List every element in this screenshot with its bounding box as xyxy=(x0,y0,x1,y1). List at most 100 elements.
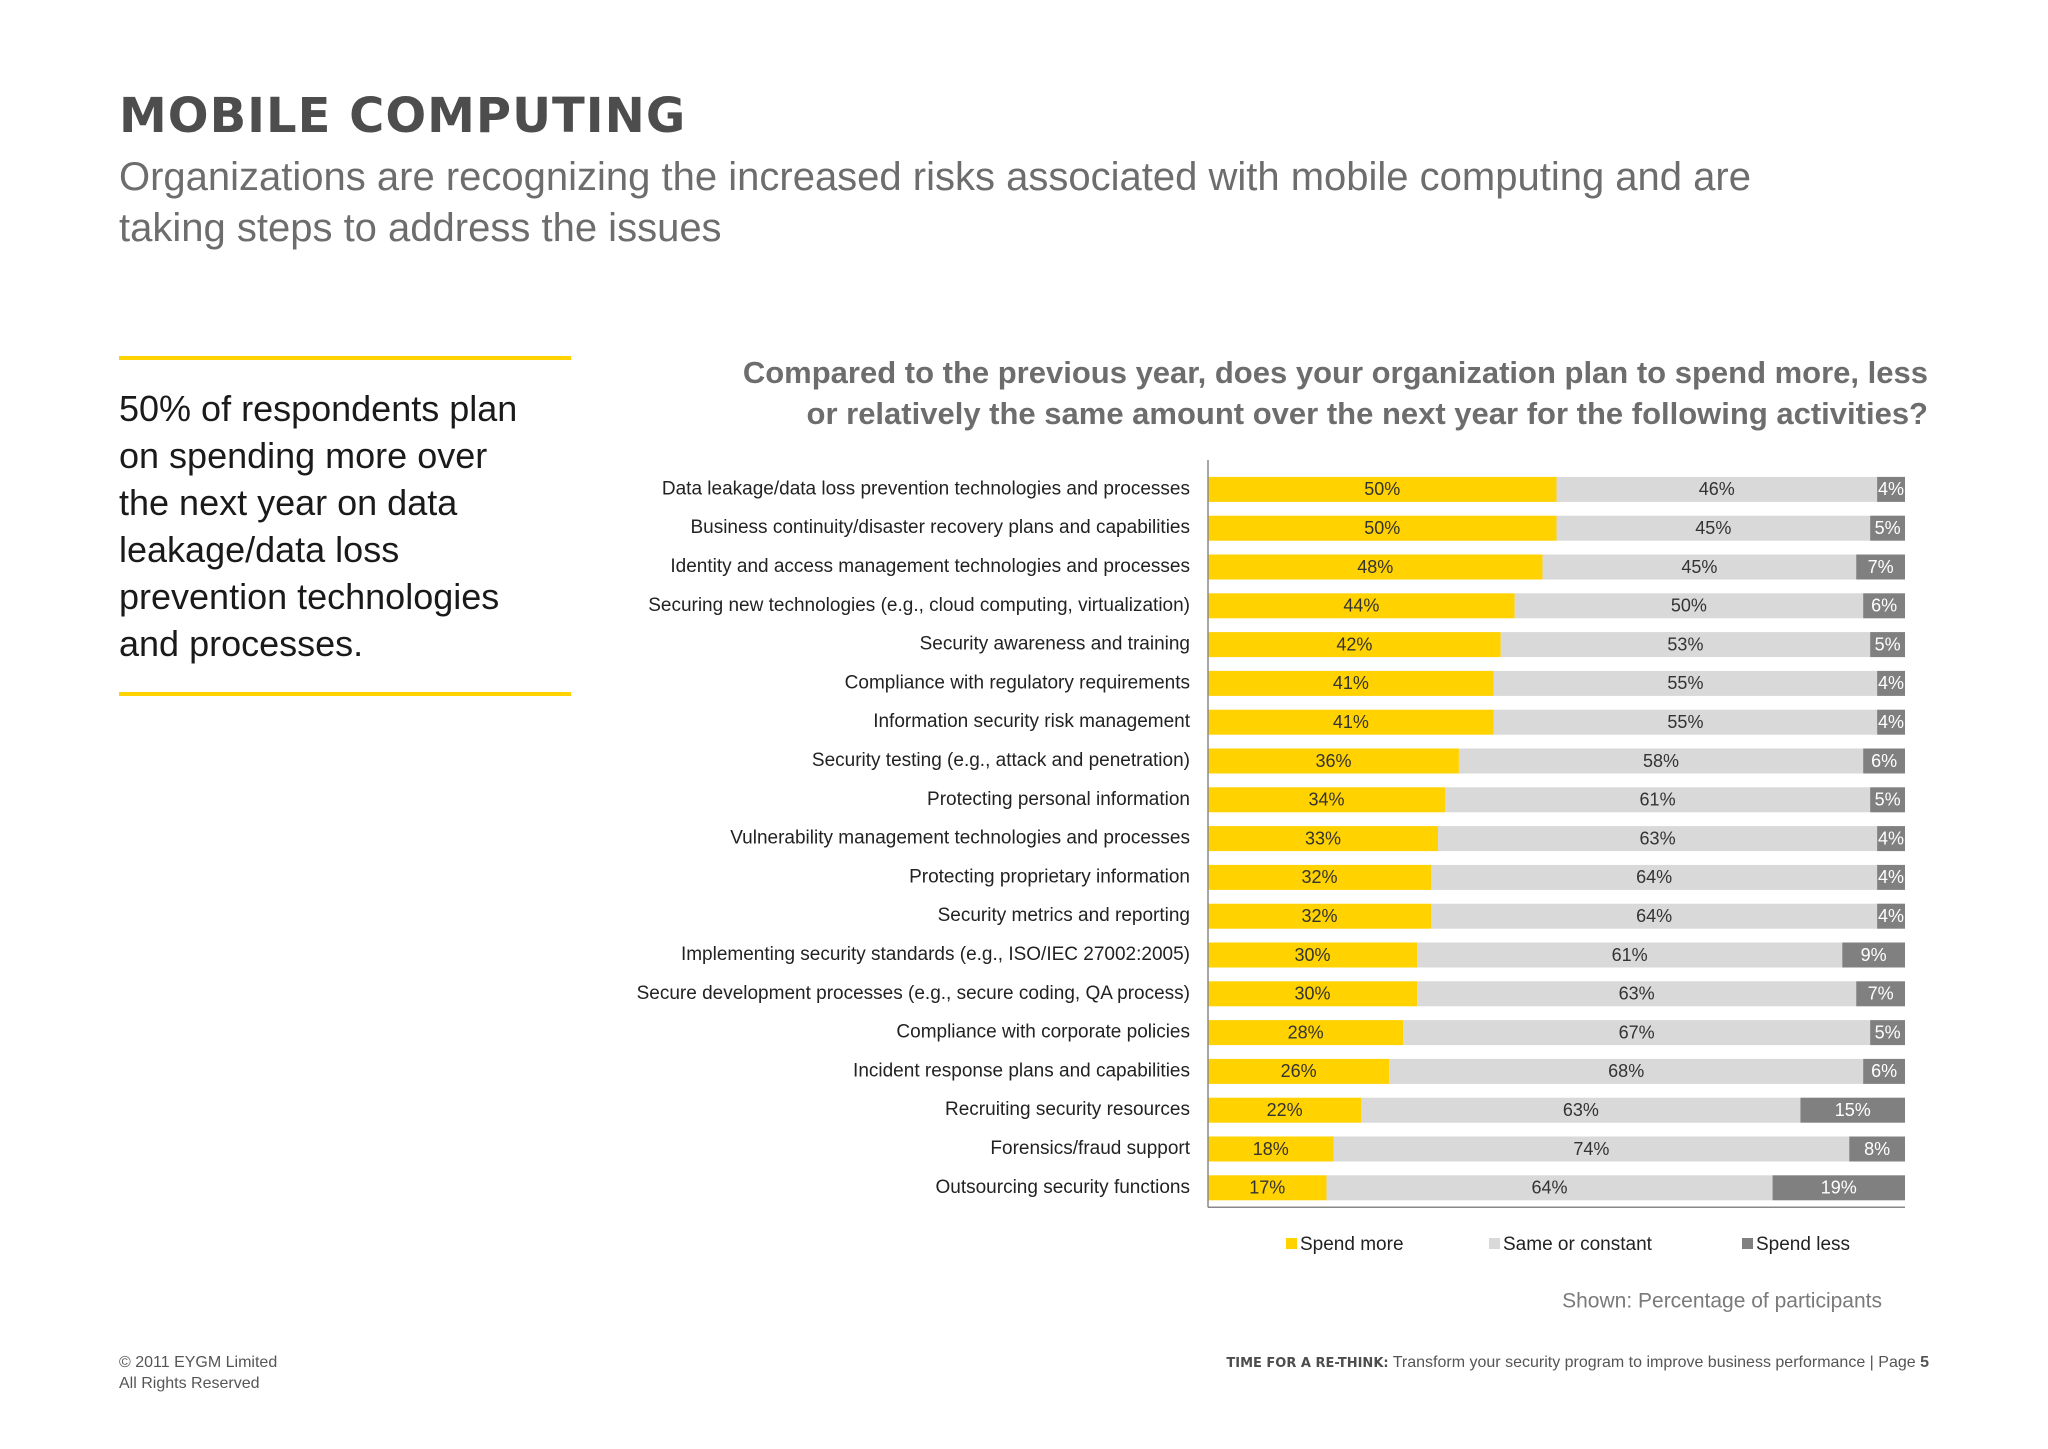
chart-title: or relatively the same amount over the n… xyxy=(807,396,1928,431)
bar-segment xyxy=(1849,1136,1905,1162)
legend-swatch xyxy=(1489,1238,1500,1249)
bar-segment xyxy=(1542,554,1857,580)
bar-segment xyxy=(1208,709,1494,735)
bar-segment xyxy=(1863,1058,1905,1084)
value-label: 5% xyxy=(1875,1022,1901,1042)
value-label: 53% xyxy=(1667,634,1703,654)
bar-segment xyxy=(1208,787,1445,813)
legend-swatch xyxy=(1742,1238,1753,1249)
value-label: 55% xyxy=(1667,712,1703,732)
value-label: 6% xyxy=(1871,751,1897,771)
bar-segment xyxy=(1208,515,1557,541)
value-label: 4% xyxy=(1878,906,1904,926)
value-label: 28% xyxy=(1288,1022,1324,1042)
value-label: 26% xyxy=(1281,1061,1317,1081)
category-label: Implementing security standards (e.g., I… xyxy=(681,944,1190,965)
value-label: 15% xyxy=(1835,1100,1871,1120)
value-label: 18% xyxy=(1253,1139,1289,1159)
chart-title: Compared to the previous year, does your… xyxy=(743,355,1928,390)
bar-segment xyxy=(1208,554,1543,580)
slide-title: MOBILE COMPUTING xyxy=(119,88,687,144)
value-label: 61% xyxy=(1612,945,1648,965)
bar-segment xyxy=(1877,709,1905,735)
bar-segment xyxy=(1863,748,1905,774)
category-label: Incident response plans and capabilities xyxy=(853,1060,1190,1081)
bar-segment xyxy=(1361,1097,1801,1123)
footer-text: Transform your security program to impro… xyxy=(1392,1354,1866,1371)
bar-segment xyxy=(1208,1175,1327,1201)
bar-segment xyxy=(1556,515,1871,541)
value-label: 9% xyxy=(1861,945,1887,965)
bar-segment xyxy=(1438,826,1878,852)
bar-segment xyxy=(1431,903,1878,929)
bar-segment xyxy=(1863,593,1905,619)
bar-segment xyxy=(1772,1175,1905,1201)
value-label: 42% xyxy=(1336,634,1372,654)
rights: All Rights Reserved xyxy=(119,1375,260,1392)
bar-segment xyxy=(1389,1058,1864,1084)
bar-segment xyxy=(1417,942,1843,968)
bar-segment xyxy=(1208,942,1418,968)
chart-note: Shown: Percentage of participants xyxy=(1562,1290,1882,1313)
category-label: Compliance with regulatory requirements xyxy=(845,672,1190,693)
value-label: 45% xyxy=(1695,518,1731,538)
value-label: 64% xyxy=(1636,867,1672,887)
divider xyxy=(119,356,571,360)
category-label: Security awareness and training xyxy=(920,634,1190,655)
value-label: 48% xyxy=(1357,557,1393,577)
value-label: 63% xyxy=(1563,1100,1599,1120)
callout: leakage/data loss xyxy=(119,529,400,570)
value-label: 50% xyxy=(1364,479,1400,499)
value-label: 36% xyxy=(1315,751,1351,771)
subtitle: Organizations are recognizing the increa… xyxy=(119,155,1751,199)
bar-segment xyxy=(1208,748,1459,774)
value-label: 30% xyxy=(1295,984,1331,1004)
value-label: 5% xyxy=(1875,634,1901,654)
bar-segment xyxy=(1208,670,1494,696)
value-label: 45% xyxy=(1681,557,1717,577)
page-label: | Page xyxy=(1869,1354,1916,1371)
value-label: 67% xyxy=(1619,1022,1655,1042)
value-label: 6% xyxy=(1871,1061,1897,1081)
bar-segment xyxy=(1326,1175,1773,1201)
bar-segment xyxy=(1800,1097,1905,1123)
value-label: 5% xyxy=(1875,790,1901,810)
value-label: 22% xyxy=(1267,1100,1303,1120)
category-label: Outsourcing security functions xyxy=(935,1177,1190,1198)
value-label: 34% xyxy=(1308,790,1344,810)
tagline: TIME FOR A RE-THINK: xyxy=(1226,1356,1389,1371)
value-label: 19% xyxy=(1821,1178,1857,1198)
bar-segment xyxy=(1444,787,1871,813)
bar-segment xyxy=(1208,826,1439,852)
category-label: Protecting personal information xyxy=(927,789,1190,810)
value-label: 4% xyxy=(1878,673,1904,693)
bar-segment xyxy=(1208,864,1432,890)
bar-segment xyxy=(1403,1020,1871,1046)
callout: 50% of respondents plan xyxy=(119,388,518,429)
page-number: 5 xyxy=(1920,1354,1929,1371)
legend-label: Same or constant xyxy=(1503,1234,1653,1255)
value-label: 33% xyxy=(1305,828,1341,848)
legend-swatch xyxy=(1286,1238,1297,1249)
bar-segment xyxy=(1458,748,1864,774)
divider xyxy=(119,692,571,696)
callout: prevention technologies xyxy=(119,576,500,617)
value-label: 7% xyxy=(1868,557,1894,577)
callout: on spending more over xyxy=(119,435,488,476)
value-label: 4% xyxy=(1878,479,1904,499)
bar-segment xyxy=(1431,864,1878,890)
bar-segment xyxy=(1208,632,1501,658)
value-label: 61% xyxy=(1640,790,1676,810)
category-label: Business continuity/disaster recovery pl… xyxy=(690,517,1190,538)
category-label: Secure development processes (e.g., secu… xyxy=(637,983,1190,1004)
bar-segment xyxy=(1493,670,1878,696)
bar-segment xyxy=(1877,903,1905,929)
category-label: Security metrics and reporting xyxy=(938,905,1190,926)
value-label: 32% xyxy=(1302,906,1338,926)
bar-segment xyxy=(1842,942,1905,968)
bar-segment xyxy=(1500,632,1871,658)
category-label: Identity and access management technolog… xyxy=(670,556,1190,577)
value-label: 50% xyxy=(1671,596,1707,616)
value-label: 7% xyxy=(1868,984,1894,1004)
